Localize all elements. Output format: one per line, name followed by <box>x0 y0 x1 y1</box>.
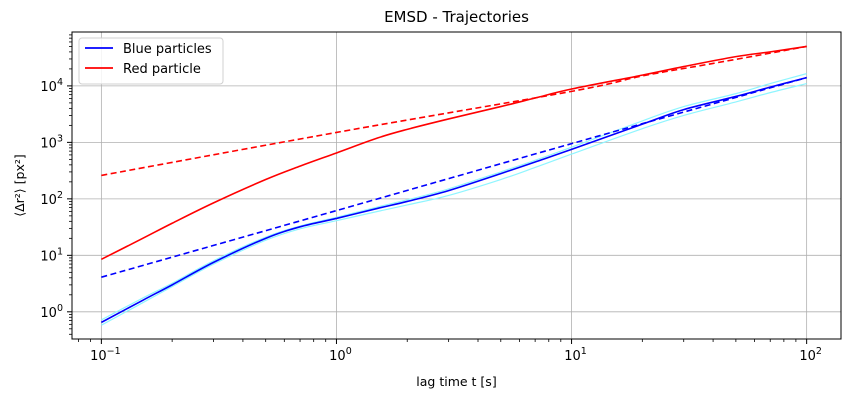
x-axis-label: lag time t [s] <box>416 374 496 389</box>
y-tick-label: 103 <box>40 133 63 151</box>
legend: Blue particles Red particle <box>78 37 224 85</box>
legend-label: Red particle <box>123 62 201 77</box>
grid <box>72 32 841 339</box>
y-tick-label: 104 <box>40 77 63 95</box>
series-line-4 <box>101 45 807 261</box>
x-tick-label: 10−1 <box>90 346 121 364</box>
x-tick-label: 102 <box>799 346 822 364</box>
x-tick-label: 101 <box>564 346 587 364</box>
series-layer <box>100 45 807 326</box>
y-tick-label: 100 <box>40 303 63 321</box>
legend-box <box>78 37 224 85</box>
y-tick-label: 102 <box>40 190 63 208</box>
series-line-5 <box>101 45 807 177</box>
y-tick-label: 101 <box>40 246 63 264</box>
ticks: 10−1 100 101 102 100 101 102 103 104 <box>40 34 822 364</box>
legend-label: Blue particles <box>123 42 212 57</box>
series-line-0 <box>100 76 807 324</box>
series-line-1 <box>101 73 807 321</box>
plot-frame <box>71 31 842 340</box>
series-line-3 <box>101 76 807 278</box>
series-line-2 <box>101 82 807 326</box>
y-axis-label: ⟨Δr²⟩ [px²] <box>12 154 27 217</box>
chart-title: EMSD - Trajectories <box>384 8 529 26</box>
x-tick-label: 100 <box>329 346 352 364</box>
